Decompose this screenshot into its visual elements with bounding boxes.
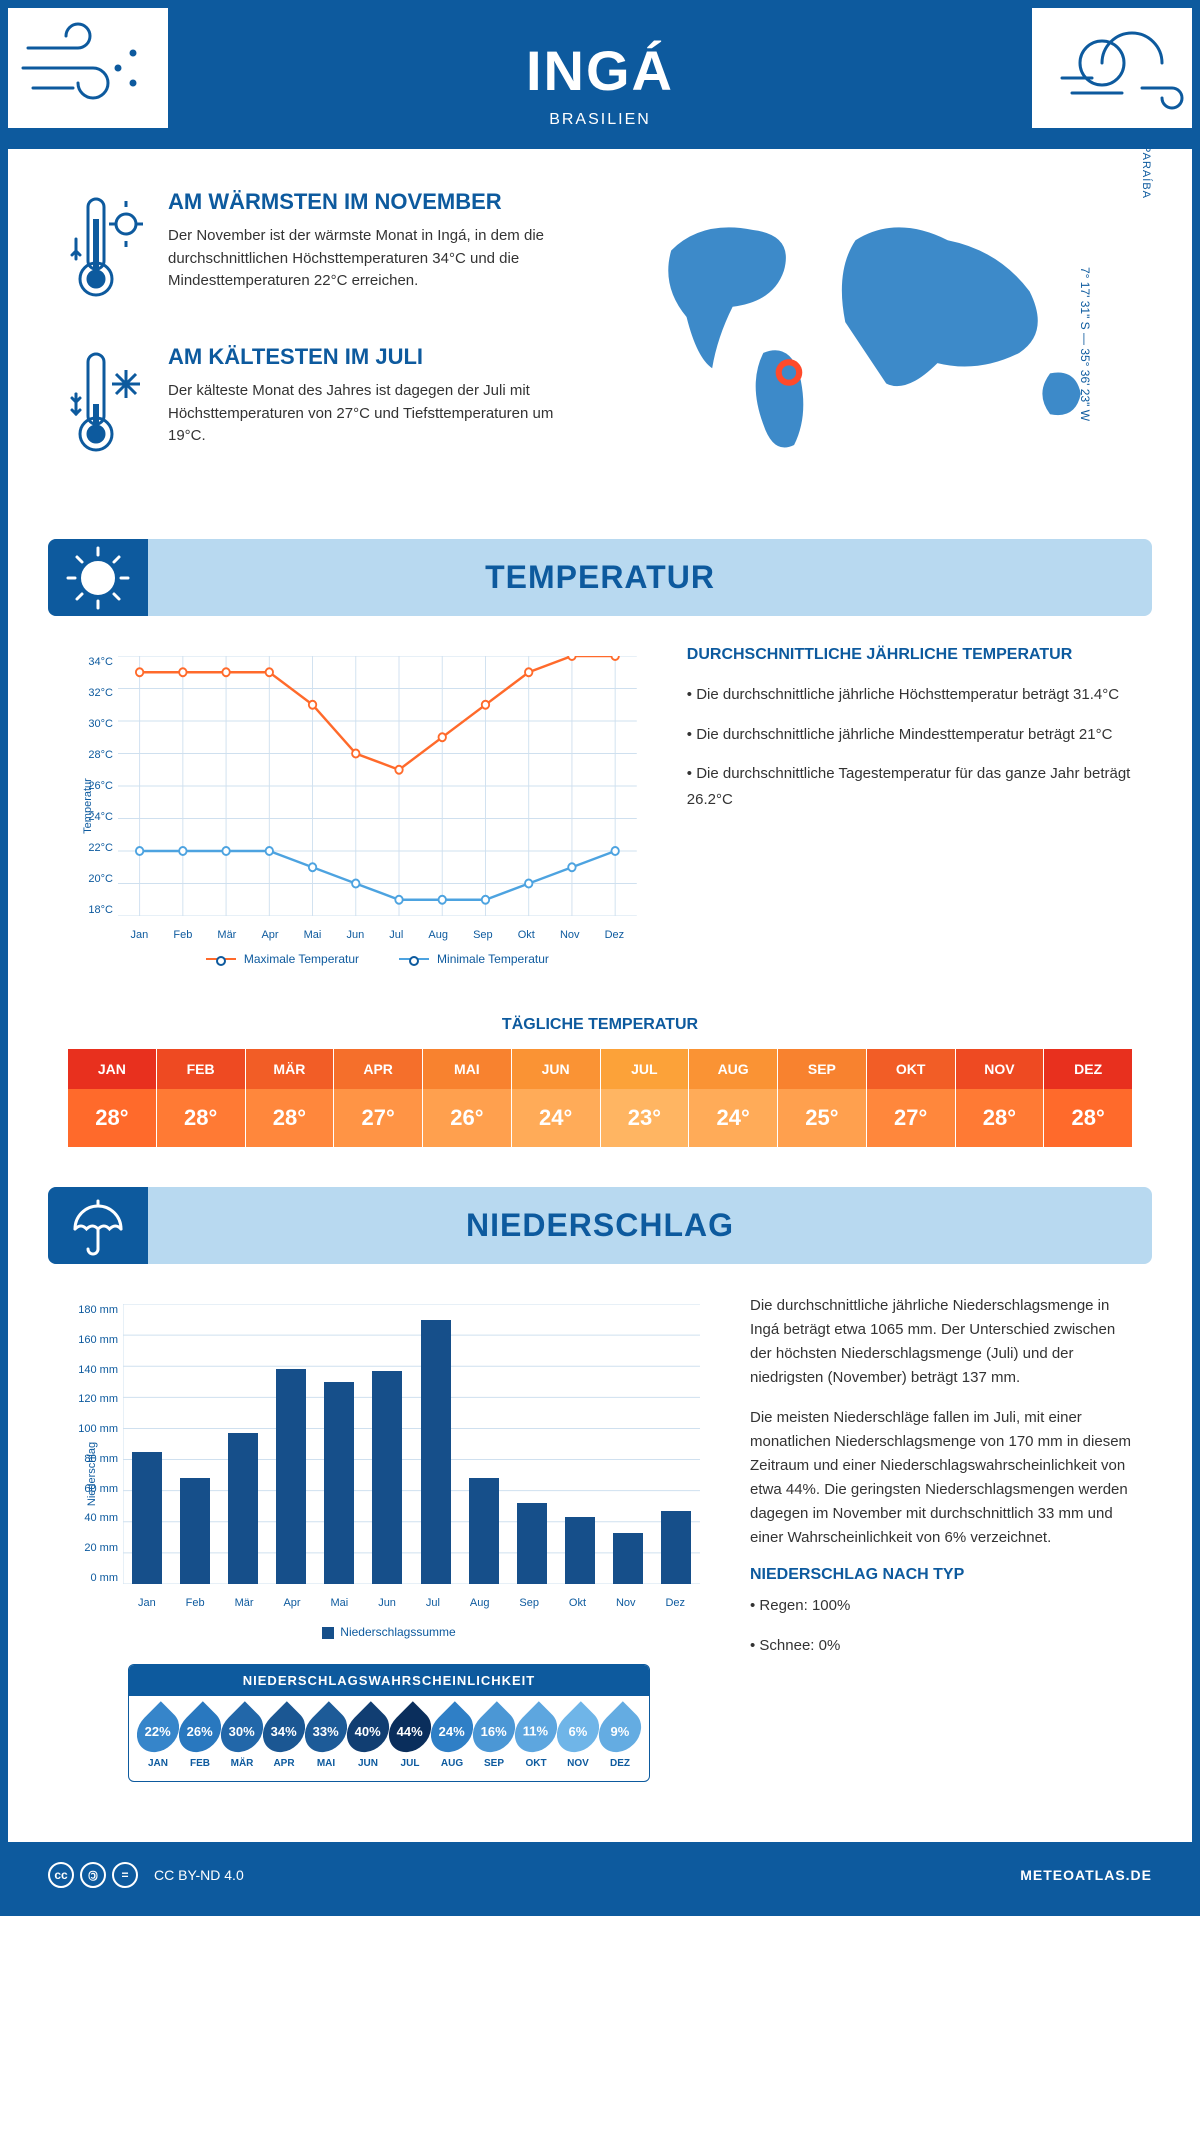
region-label: PARAÍBA bbox=[1140, 145, 1152, 199]
precip-bar bbox=[469, 1478, 499, 1584]
footer: cc 🄯 = CC BY-ND 4.0 METEOATLAS.DE bbox=[8, 1842, 1192, 1908]
license: cc 🄯 = CC BY-ND 4.0 bbox=[48, 1862, 244, 1888]
prob-drop: 22%JAN bbox=[137, 1708, 179, 1769]
temp-col: JAN28° bbox=[68, 1049, 157, 1147]
temp-col: OKT27° bbox=[867, 1049, 956, 1147]
temp-col: MÄR28° bbox=[246, 1049, 335, 1147]
prob-drop: 9%DEZ bbox=[599, 1708, 641, 1769]
prob-drop: 44%JUL bbox=[389, 1708, 431, 1769]
legend-max-temp: Maximale Temperatur bbox=[206, 952, 359, 966]
precip-summary: Die durchschnittliche jährliche Niedersc… bbox=[750, 1294, 1132, 1822]
coldest-title: AM KÄLTESTEN IM JULI bbox=[168, 344, 580, 370]
prob-drop: 33%MAI bbox=[305, 1708, 347, 1769]
country-subtitle: BRASILIEN bbox=[8, 111, 1192, 129]
warmest-fact: AM WÄRMSTEN IM NOVEMBER Der November ist… bbox=[68, 189, 580, 314]
wind-icon-right bbox=[1032, 8, 1192, 128]
city-title: INGÁ bbox=[8, 38, 1192, 103]
precipitation-bar-chart: Niederschlag 0 mm20 mm40 mm60 mm80 mm100… bbox=[68, 1294, 710, 1654]
temp-summary: DURCHSCHNITTLICHE JÄHRLICHE TEMPERATUR •… bbox=[687, 646, 1132, 966]
warmest-text: Der November ist der wärmste Monat in In… bbox=[168, 225, 580, 293]
nd-icon: = bbox=[112, 1862, 138, 1888]
site-name: METEOATLAS.DE bbox=[1020, 1867, 1152, 1883]
temp-col: APR27° bbox=[334, 1049, 423, 1147]
precip-type-heading: NIEDERSCHLAG NACH TYP bbox=[750, 1566, 1132, 1584]
precip-bar bbox=[372, 1371, 402, 1584]
legend-min-temp: Minimale Temperatur bbox=[399, 952, 549, 966]
precip-rain: • Regen: 100% bbox=[750, 1594, 1132, 1618]
header: INGÁ BRASILIEN bbox=[8, 8, 1192, 149]
license-text: CC BY-ND 4.0 bbox=[154, 1867, 244, 1883]
prob-drop: 26%FEB bbox=[179, 1708, 221, 1769]
prob-drop: 6%NOV bbox=[557, 1708, 599, 1769]
coordinates: 7° 17' 31" S — 35° 36' 23" W bbox=[1078, 267, 1092, 421]
precip-bar bbox=[565, 1517, 595, 1584]
precip-bar bbox=[276, 1369, 306, 1584]
prob-drop: 30%MÄR bbox=[221, 1708, 263, 1769]
precip-bar bbox=[324, 1382, 354, 1584]
temp-col: FEB28° bbox=[157, 1049, 246, 1147]
temp-col: JUN24° bbox=[512, 1049, 601, 1147]
coldest-fact: AM KÄLTESTEN IM JULI Der kälteste Monat … bbox=[68, 344, 580, 469]
temp-col: JUL23° bbox=[601, 1049, 690, 1147]
precip-bar bbox=[132, 1452, 162, 1584]
temp-heading: TEMPERATUR bbox=[68, 559, 1132, 596]
thermometer-cold-icon bbox=[68, 344, 148, 469]
precip-p2: Die meisten Niederschläge fallen im Juli… bbox=[750, 1406, 1132, 1550]
daily-temp-heading: TÄGLICHE TEMPERATUR bbox=[8, 996, 1192, 1049]
precip-bar bbox=[517, 1503, 547, 1584]
precip-snow: • Schnee: 0% bbox=[750, 1634, 1132, 1658]
warmest-title: AM WÄRMSTEN IM NOVEMBER bbox=[168, 189, 580, 215]
precip-legend: Niederschlagssumme bbox=[68, 1625, 710, 1639]
precip-section-header: NIEDERSCHLAG bbox=[48, 1187, 1152, 1264]
precip-probability-box: NIEDERSCHLAGSWAHRSCHEINLICHKEIT 22%JAN26… bbox=[128, 1664, 650, 1782]
world-map bbox=[620, 189, 1132, 476]
prob-drop: 16%SEP bbox=[473, 1708, 515, 1769]
coldest-text: Der kälteste Monat des Jahres ist dagege… bbox=[168, 380, 580, 448]
prob-heading: NIEDERSCHLAGSWAHRSCHEINLICHKEIT bbox=[129, 1665, 649, 1696]
sun-icon bbox=[48, 539, 148, 616]
precip-bar bbox=[661, 1511, 691, 1584]
cc-icon: cc bbox=[48, 1862, 74, 1888]
temperature-line-chart: Temperatur 34°C32°C30°C28°C26°C24°C22°C2… bbox=[68, 646, 647, 966]
temp-col: DEZ28° bbox=[1044, 1049, 1132, 1147]
umbrella-icon bbox=[48, 1187, 148, 1264]
temp-col: NOV28° bbox=[956, 1049, 1045, 1147]
by-icon: 🄯 bbox=[80, 1862, 106, 1888]
prob-drop: 40%JUN bbox=[347, 1708, 389, 1769]
wind-icon-left bbox=[8, 8, 168, 128]
precip-bar bbox=[180, 1478, 210, 1584]
daily-temp-table: JAN28°FEB28°MÄR28°APR27°MAI26°JUN24°JUL2… bbox=[68, 1049, 1132, 1147]
precip-heading: NIEDERSCHLAG bbox=[68, 1207, 1132, 1244]
temp-col: MAI26° bbox=[423, 1049, 512, 1147]
temp-col: AUG24° bbox=[689, 1049, 778, 1147]
precip-bar bbox=[421, 1320, 451, 1584]
prob-drop: 11%OKT bbox=[515, 1708, 557, 1769]
precip-bar bbox=[228, 1433, 258, 1584]
thermometer-hot-icon bbox=[68, 189, 148, 314]
temp-bullet-2: • Die durchschnittliche jährliche Mindes… bbox=[687, 722, 1132, 748]
temp-col: SEP25° bbox=[778, 1049, 867, 1147]
precip-p1: Die durchschnittliche jährliche Niedersc… bbox=[750, 1294, 1132, 1390]
temp-summary-heading: DURCHSCHNITTLICHE JÄHRLICHE TEMPERATUR bbox=[687, 646, 1132, 664]
temp-bullet-1: • Die durchschnittliche jährliche Höchst… bbox=[687, 682, 1132, 708]
temp-section-header: TEMPERATUR bbox=[48, 539, 1152, 616]
prob-drop: 34%APR bbox=[263, 1708, 305, 1769]
precip-bar bbox=[613, 1533, 643, 1584]
intro-section: AM WÄRMSTEN IM NOVEMBER Der November ist… bbox=[8, 149, 1192, 539]
temp-bullet-3: • Die durchschnittliche Tagestemperatur … bbox=[687, 761, 1132, 812]
prob-drop: 24%AUG bbox=[431, 1708, 473, 1769]
